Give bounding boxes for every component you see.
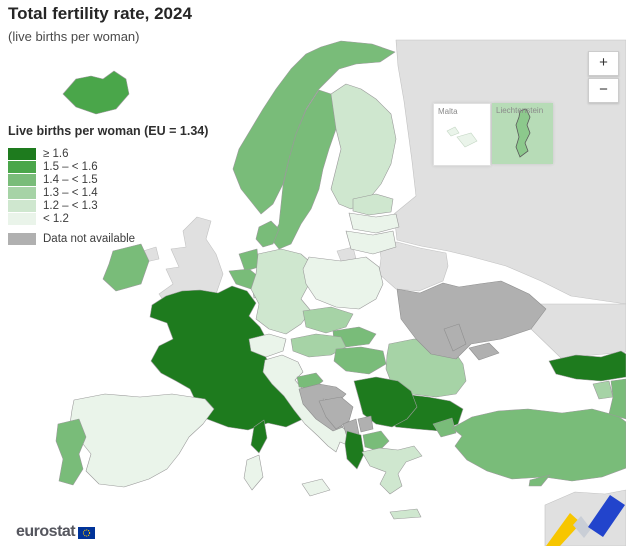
legend-label: < 1.2 [43,213,69,225]
legend-row: 1.5 – < 1.6 [8,161,208,173]
inset-liechtenstein-label: Liechtenstein [496,106,544,115]
country-armenia[interactable] [592,380,614,400]
legend-label: 1.2 – < 1.3 [43,200,98,212]
inset-malta-label: Malta [438,107,458,116]
country-turkey-thrace[interactable] [432,417,457,438]
legend-swatch-c2 [8,161,36,173]
title-block: Total fertility rate, 2024 (live births … [8,4,192,44]
legend-row: < 1.2 [8,213,208,225]
country-kosovo[interactable] [357,415,374,433]
legend-swatch-c3 [8,174,36,186]
ribbon-blue [588,495,625,537]
brand-ribbons [546,495,625,546]
legend-swatch-c1 [8,148,36,160]
legend-label: 1.5 – < 1.6 [43,161,98,173]
country-sweden[interactable] [270,89,342,250]
legend-row: ≥ 1.6 [8,148,208,160]
country-azerbaijan[interactable] [608,378,626,420]
country-italy-sicily[interactable] [301,478,331,497]
legend-label: ≥ 1.6 [43,148,69,160]
legend-label: 1.3 – < 1.4 [43,187,98,199]
legend-label: Data not available [43,233,136,245]
country-greece-crete[interactable] [389,508,422,520]
country-hungary[interactable] [333,346,387,375]
country-denmark[interactable] [255,220,280,248]
country-malta[interactable] [456,132,478,148]
legend-title: Live births per woman (EU = 1.34) [8,124,209,138]
ribbon-gray [573,516,591,538]
country-liechtenstein[interactable] [515,108,531,158]
country-bosnia[interactable] [318,396,354,430]
country-north-macedonia[interactable] [362,430,390,452]
country-germany[interactable] [250,248,312,335]
liechtenstein-map [515,108,531,158]
legend-row: 1.2 – < 1.3 [8,200,208,212]
country-estonia[interactable] [352,193,394,216]
country-cyprus[interactable] [528,474,551,487]
country-italy-sardinia[interactable] [243,454,264,491]
country-ireland[interactable] [102,243,150,292]
zoom-controls: + − [588,51,619,103]
eu-flag-icon [78,526,96,539]
country-malta-gozo[interactable] [446,126,460,137]
country-iceland[interactable] [62,70,130,115]
country-finland[interactable] [330,83,397,210]
country-poland[interactable] [302,256,384,310]
country-spain[interactable] [69,393,215,488]
legend-row: 1.4 – < 1.5 [8,174,208,186]
country-switzerland[interactable] [248,333,287,358]
map-legend: Live births per woman (EU = 1.34) ≥ 1.6 … [8,124,208,246]
country-serbia[interactable] [353,376,418,428]
eurostat-logo-text: eurostat [16,523,76,540]
page-subtitle: (live births per woman) [8,29,140,44]
zoom-in-button[interactable]: + [588,51,619,76]
region-crimea[interactable] [468,342,500,361]
country-latvia[interactable] [348,212,400,234]
country-georgia[interactable] [548,350,626,382]
legend-swatch-c4 [8,187,36,199]
country-greece[interactable] [361,445,423,495]
ribbon-yellow [546,513,581,546]
eurostat-logo: eurostat [16,523,96,541]
country-turkey[interactable] [451,408,626,482]
country-portugal[interactable] [55,418,87,486]
country-netherlands[interactable] [238,248,260,272]
malta-map [446,126,478,148]
country-moldova[interactable] [443,323,467,352]
legend-swatch-c5 [8,200,36,212]
zoom-out-button[interactable]: − [588,78,619,103]
legend-row: 1.3 – < 1.4 [8,187,208,199]
legend-swatch-c6 [8,213,36,225]
country-albania[interactable] [344,430,365,470]
country-ukraine[interactable] [396,280,547,360]
country-france[interactable] [149,285,312,431]
country-france-corsica[interactable] [250,419,268,454]
country-lithuania[interactable] [345,230,397,255]
legend-label: 1.4 – < 1.5 [43,174,98,186]
inset-malta: Malta [433,103,491,166]
legend-row-no-data: Data not available [8,233,208,245]
inset-liechtenstein: Liechtenstein [492,103,553,164]
legend-swatch-no-data [8,233,36,245]
country-czechia[interactable] [302,306,354,334]
page-title: Total fertility rate, 2024 [8,4,192,23]
